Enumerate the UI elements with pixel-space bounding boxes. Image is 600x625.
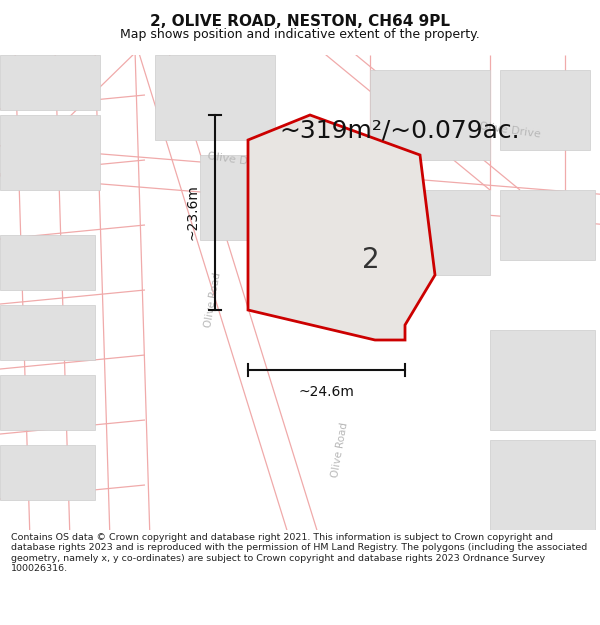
Polygon shape xyxy=(280,210,355,300)
Polygon shape xyxy=(490,440,595,530)
Polygon shape xyxy=(0,115,100,190)
Polygon shape xyxy=(248,115,435,340)
Text: Map shows position and indicative extent of the property.: Map shows position and indicative extent… xyxy=(120,28,480,41)
Polygon shape xyxy=(0,305,95,360)
Text: ~23.6m: ~23.6m xyxy=(186,184,200,241)
Text: 2, OLIVE ROAD, NESTON, CH64 9PL: 2, OLIVE ROAD, NESTON, CH64 9PL xyxy=(150,14,450,29)
Polygon shape xyxy=(200,155,290,240)
Text: ~319m²/~0.079ac.: ~319m²/~0.079ac. xyxy=(280,118,520,142)
Polygon shape xyxy=(500,70,590,150)
Text: Olive Road: Olive Road xyxy=(203,271,223,329)
Polygon shape xyxy=(0,375,95,430)
Polygon shape xyxy=(360,190,490,275)
Polygon shape xyxy=(0,235,95,290)
Polygon shape xyxy=(370,70,490,160)
Polygon shape xyxy=(500,190,595,260)
Polygon shape xyxy=(490,330,595,430)
Text: 2: 2 xyxy=(362,246,380,274)
Text: Olive Drive: Olive Drive xyxy=(479,121,541,139)
Text: Olive Drive: Olive Drive xyxy=(207,151,269,169)
Text: Contains OS data © Crown copyright and database right 2021. This information is : Contains OS data © Crown copyright and d… xyxy=(11,533,587,573)
Polygon shape xyxy=(155,55,275,140)
Polygon shape xyxy=(0,55,100,110)
Text: ~24.6m: ~24.6m xyxy=(299,385,355,399)
Text: Olive Road: Olive Road xyxy=(330,421,350,479)
Polygon shape xyxy=(0,445,95,500)
